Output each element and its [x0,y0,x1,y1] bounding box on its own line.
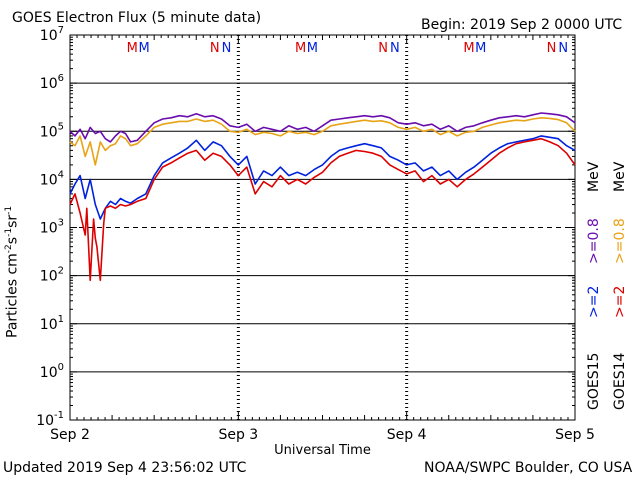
local-time-marker: M [295,41,306,56]
local-time-marker: N [378,41,388,56]
series-line [69,112,576,143]
legend-goes15-2mev: >=2 [586,285,602,318]
y-tick-label: 105 [40,121,64,140]
local-time-marker: M [475,41,486,56]
local-time-marker: M [463,41,474,56]
legend-goes14: GOES14 [612,352,628,410]
x-tick-label: Sep 5 [555,427,595,443]
y-axis-label: Particles cm-2s-1sr-1 [4,205,21,338]
local-time-marker: N [210,41,220,56]
y-tick-label: 104 [40,169,64,188]
series-line [69,117,576,166]
credit-text: NOAA/SWPC Boulder, CO USA [424,460,633,476]
x-tick-label: Sep 4 [387,427,427,443]
begin-time: Begin: 2019 Sep 2 0000 UTC [421,17,623,33]
legend-goes15-08mev: >=0.8 [586,218,602,264]
local-time-marker: N [558,41,568,56]
local-time-marker: M [127,41,138,56]
chart-title: GOES Electron Flux (5 minute data) [12,10,262,26]
x-tick-label: Sep 3 [218,427,258,443]
series-line [69,137,576,282]
y-tick-label: 10-1 [36,410,64,429]
y-tick-label: 101 [40,314,64,333]
local-time-marker: N [547,41,557,56]
local-time-marker: M [307,41,318,56]
y-tick-label: 100 [40,362,64,381]
legend-goes14-08mev: >=0.8 [612,218,628,264]
x-axis-label: Universal Time [274,443,371,458]
updated-time: Updated 2019 Sep 4 23:56:02 UTC [3,460,247,476]
series-line [69,135,576,220]
x-tick-label: Sep 2 [50,427,90,443]
local-time-marker: M [138,41,149,56]
y-tick-label: 102 [40,266,64,285]
y-tick-label: 103 [40,218,64,237]
local-time-marker: N [222,41,232,56]
legend-goes14-2mev: >=2 [612,285,628,318]
legend-unit-goes14: MeV [612,161,628,192]
legend-unit-goes15: MeV [586,161,602,192]
y-tick-label: 107 [40,25,64,44]
y-tick-label: 106 [40,73,64,92]
local-time-marker: N [390,41,400,56]
legend-goes15: GOES15 [586,352,602,410]
